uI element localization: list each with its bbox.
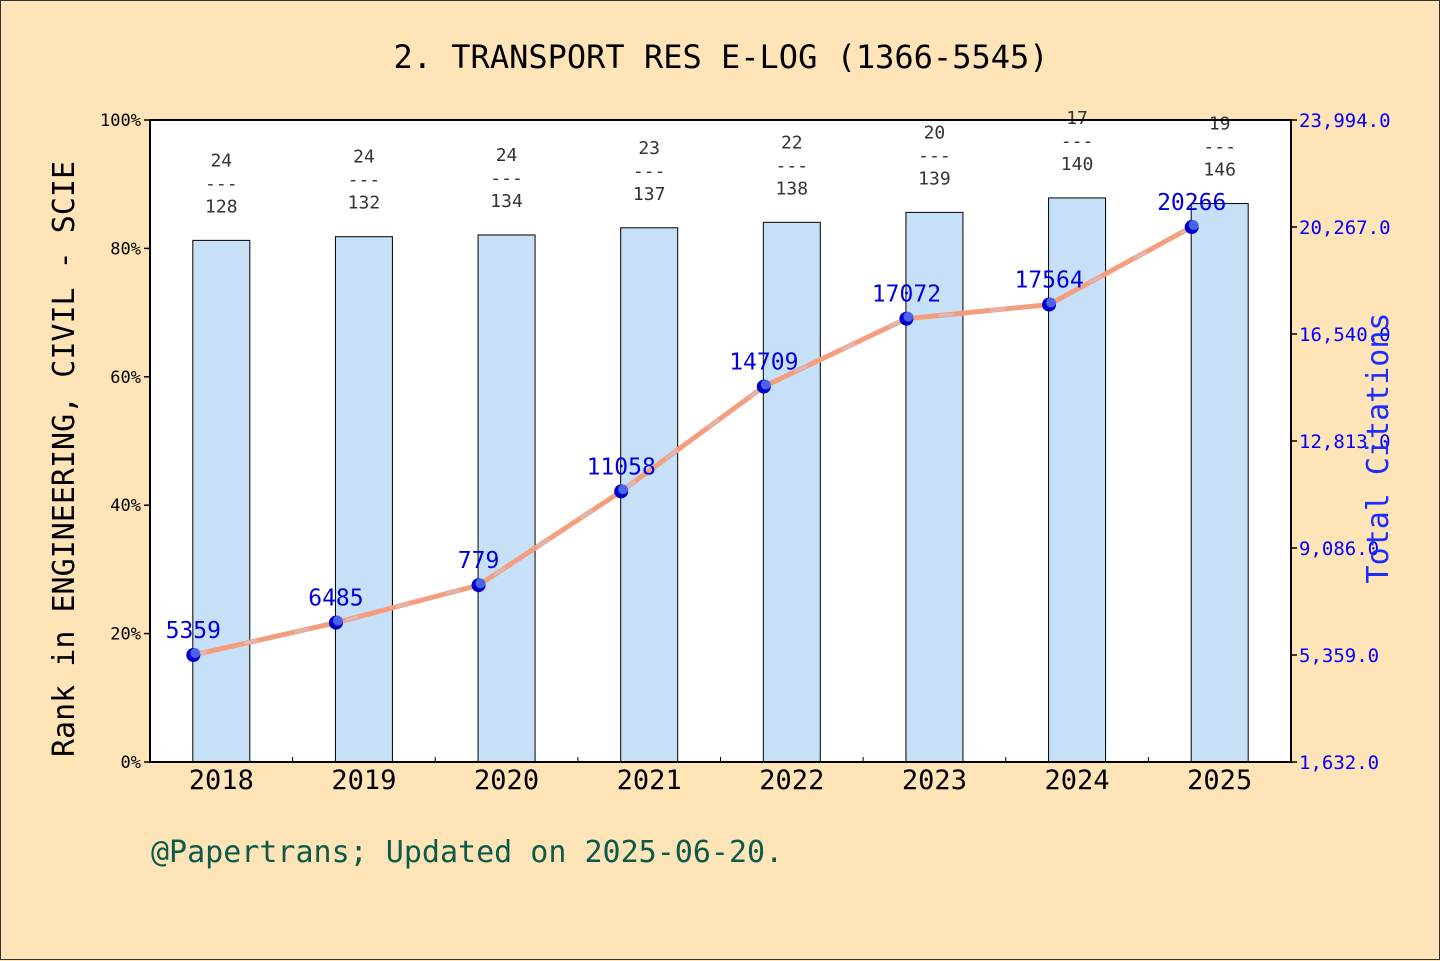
rank-label-2020-1: ---	[490, 168, 523, 189]
citation-label-2023: 17072	[872, 282, 941, 308]
rank-label-2024-0: 17	[1066, 108, 1088, 129]
rank-label-2025-0: 19	[1209, 114, 1231, 135]
citation-point-shine-2018	[190, 648, 201, 658]
rank-label-2022-2: 138	[776, 178, 809, 199]
y-left-tick-label: 0%	[121, 753, 141, 773]
rank-label-2024-1: ---	[1061, 131, 1094, 152]
citation-label-2024: 17564	[1014, 268, 1083, 294]
y-right-tick-label: 16,540.0	[1299, 324, 1391, 346]
citation-point-shine-2024	[1046, 297, 1057, 308]
citation-point-shine-2021	[618, 484, 629, 495]
citation-label-2019: 6485	[308, 586, 363, 612]
rank-label-2025-1: ---	[1203, 137, 1236, 158]
rank-label-2021-1: ---	[633, 161, 666, 182]
y-right-tick-label: 23,994.0	[1299, 110, 1391, 132]
rank-label-2023-2: 139	[918, 168, 951, 189]
bar-2019	[334, 236, 393, 763]
x-tick-label-2020: 2020	[474, 765, 539, 796]
bar-2022	[762, 221, 821, 763]
rank-label-2024-2: 140	[1061, 154, 1094, 175]
y-left-tick-label: 40%	[110, 496, 141, 516]
citation-label-2020: 779	[458, 548, 500, 574]
x-tick-label-2018: 2018	[189, 765, 254, 796]
x-tick-label-2021: 2021	[617, 765, 682, 796]
rank-label-2019-1: ---	[348, 170, 381, 191]
bar-2021	[620, 227, 679, 763]
rank-label-2018-0: 24	[210, 150, 232, 171]
axes-layer: 0% 20% 40% 60% 80% 100% 1,632.0 5,359.0 9,086.0 1…	[100, 110, 1390, 796]
y-right-tick-label: 20,267.0	[1299, 217, 1391, 239]
citation-point-shine-2023	[903, 311, 914, 322]
citations-line	[190, 224, 1195, 658]
bars-layer	[192, 197, 1249, 763]
citation-point-shine-2020	[475, 578, 486, 589]
citation-label-2025: 20266	[1157, 190, 1226, 216]
citation-label-2022: 14709	[729, 350, 798, 376]
x-tick-label-2019: 2019	[331, 765, 396, 796]
citation-label-2018: 5359	[166, 618, 221, 644]
y-right-tick-label: 12,813.0	[1299, 431, 1391, 453]
rank-label-2019-0: 24	[353, 147, 375, 168]
bar-2020	[477, 234, 536, 763]
rank-label-2023-1: ---	[918, 145, 951, 166]
rank-label-2021-0: 23	[638, 138, 660, 159]
rank-label-2018-1: ---	[205, 173, 238, 194]
rank-label-2023-0: 20	[924, 122, 946, 143]
rank-label-2019-2: 132	[348, 193, 381, 214]
bar-2018	[192, 239, 251, 763]
y-axis-right-label: Total Citations	[1361, 313, 1396, 584]
x-tick-label-2024: 2024	[1045, 765, 1110, 796]
rank-label-2020-0: 24	[496, 145, 518, 166]
rank-label-2022-0: 22	[781, 132, 803, 153]
rank-label-2025-2: 146	[1203, 160, 1236, 181]
y-right-tick-label: 5,359.0	[1299, 645, 1379, 667]
citation-point-shine-2025	[1188, 220, 1199, 231]
bar-2023	[905, 211, 964, 763]
citations-line-layer: 5359 6485 779 11058 14709 17072 17564 20266	[166, 190, 1226, 662]
bar-2025	[1190, 203, 1249, 763]
citation-point-shine-2022	[760, 379, 771, 390]
y-left-tick-label: 80%	[110, 239, 141, 259]
y-axis-left-label: Rank in ENGINEERING, CIVIL - SCIE	[47, 161, 82, 757]
chart-title: 2. TRANSPORT RES E-LOG (1366-5545)	[393, 38, 1048, 76]
rank-label-2022-1: ---	[776, 155, 809, 176]
footer-credit: @Papertrans; Updated on 2025-06-20.	[151, 835, 784, 870]
y-left-tick-label: 100%	[100, 111, 141, 131]
x-tick-label-2025: 2025	[1187, 765, 1252, 796]
y-right-tick-label: 1,632.0	[1299, 752, 1379, 774]
rank-label-2021-2: 137	[633, 184, 666, 205]
plot-area	[150, 120, 1291, 762]
rank-label-2020-2: 134	[490, 191, 523, 212]
citation-point-shine-2019	[332, 615, 343, 626]
x-tick-label-2023: 2023	[902, 765, 967, 796]
rank-label-2018-2: 128	[205, 196, 238, 217]
y-left-tick-label: 60%	[110, 368, 141, 388]
citation-label-2021: 11058	[587, 454, 656, 480]
x-tick-label-2022: 2022	[759, 765, 824, 796]
rank-labels-layer: 24---12824---13224---13423---13722---138…	[205, 108, 1236, 217]
y-left-tick-label: 20%	[110, 625, 141, 645]
y-right-tick-label: 9,086.0	[1299, 538, 1379, 560]
